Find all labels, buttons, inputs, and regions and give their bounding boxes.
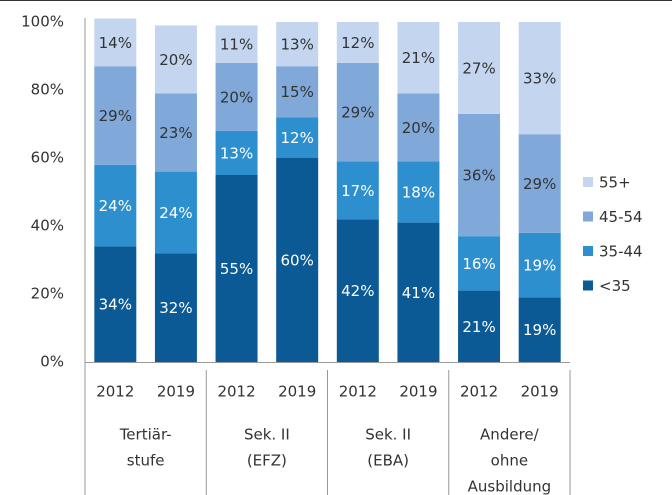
bar-segment: [336, 219, 379, 362]
data-label: 27%: [462, 59, 495, 77]
data-label: 20%: [220, 88, 253, 106]
bar-segment: [154, 171, 197, 254]
data-label: 33%: [523, 70, 556, 88]
bar-segment: [276, 117, 319, 158]
data-label: 32%: [159, 299, 192, 317]
data-label: 55%: [220, 260, 253, 278]
data-label: 29%: [523, 175, 556, 193]
bar-segment: [215, 130, 258, 175]
data-label: 11%: [220, 36, 253, 54]
data-label: 20%: [402, 119, 435, 137]
legend-label: 35-44: [599, 243, 643, 261]
legend-swatch: [583, 280, 593, 291]
bar-segment: [215, 62, 258, 131]
y-tick-label: 80%: [31, 81, 64, 99]
data-label: 21%: [462, 318, 495, 336]
bar-segment: [458, 113, 501, 237]
x-tick-label: 2012: [460, 383, 498, 401]
data-label: 24%: [159, 204, 192, 222]
bar-segment: [458, 290, 501, 362]
bar-segment: [336, 161, 379, 220]
data-label: 12%: [341, 34, 374, 52]
y-tick-label: 60%: [31, 149, 64, 167]
y-tick-label: 20%: [31, 285, 64, 303]
x-tick-label: 2012: [339, 383, 377, 401]
data-label: 20%: [159, 51, 192, 69]
legend-swatch: [583, 177, 593, 187]
data-label: 42%: [341, 282, 374, 300]
group-label: stufe: [127, 452, 165, 470]
x-tick-label: 2019: [399, 383, 437, 401]
x-tick-label: 2019: [521, 383, 559, 401]
bar-segment: [518, 22, 561, 135]
data-label: 14%: [99, 34, 132, 52]
x-tick-label: 2012: [217, 383, 255, 401]
data-label: 41%: [402, 284, 435, 302]
bar-segment: [154, 93, 197, 172]
y-tick-label: 40%: [31, 217, 64, 235]
bar-segment: [458, 22, 501, 114]
data-label: 60%: [281, 252, 314, 270]
data-label: 17%: [341, 182, 374, 200]
bar-segment: [94, 246, 137, 362]
bar-segment: [276, 158, 319, 362]
group-label: Sek. II: [365, 426, 411, 444]
bar-segment: [397, 22, 440, 94]
data-label: 36%: [462, 167, 495, 185]
bar-segment: [336, 62, 379, 162]
data-label: 13%: [220, 144, 253, 162]
bar-segment: [94, 66, 137, 165]
group-label: ohne: [491, 452, 528, 470]
group-label: (EBA): [367, 452, 409, 470]
data-label: 19%: [523, 257, 556, 275]
data-label: 29%: [341, 104, 374, 122]
data-label: 29%: [99, 107, 132, 125]
group-label: Sek. II: [244, 426, 290, 444]
group-label: Ausbildung: [468, 478, 552, 495]
legend-label: <35: [599, 277, 631, 295]
bar-segment: [336, 22, 379, 63]
legend-swatch: [583, 246, 593, 256]
legend-label: 45-54: [599, 208, 643, 226]
legend-swatch: [583, 211, 593, 222]
bar-segment: [94, 18, 137, 67]
group-label: Tertiär-: [119, 426, 172, 444]
bar-segment: [518, 297, 561, 362]
bar-segment: [397, 222, 440, 362]
data-label: 12%: [281, 129, 314, 147]
x-tick-label: 2012: [96, 383, 134, 401]
bar-segment: [154, 25, 197, 94]
data-label: 21%: [402, 49, 435, 67]
bar-segment: [276, 22, 319, 67]
data-label: 19%: [523, 321, 556, 339]
y-tick-label: 100%: [21, 13, 64, 31]
x-tick-label: 2019: [278, 383, 316, 401]
bar-segment: [215, 25, 258, 63]
data-label: 23%: [159, 124, 192, 142]
bar-segment: [458, 236, 501, 291]
legend-label: 55+: [599, 174, 631, 192]
y-tick-label: 0%: [40, 353, 64, 371]
bar-segment: [518, 232, 561, 298]
data-label: 13%: [281, 36, 314, 54]
data-label: 15%: [281, 83, 314, 101]
bar-segment: [397, 161, 440, 223]
data-label: 34%: [99, 296, 132, 314]
bar-segment: [518, 134, 561, 233]
x-tick-label: 2019: [157, 383, 195, 401]
bar-segment: [154, 253, 197, 362]
bar-segment: [215, 175, 258, 362]
data-label: 24%: [99, 197, 132, 215]
group-label: (EFZ): [247, 452, 287, 470]
bar-segment: [397, 93, 440, 162]
group-label: Andere/: [480, 426, 540, 444]
data-label: 16%: [462, 255, 495, 273]
data-label: 18%: [402, 184, 435, 202]
bar-segment: [94, 164, 137, 247]
bar-segment: [276, 66, 319, 118]
